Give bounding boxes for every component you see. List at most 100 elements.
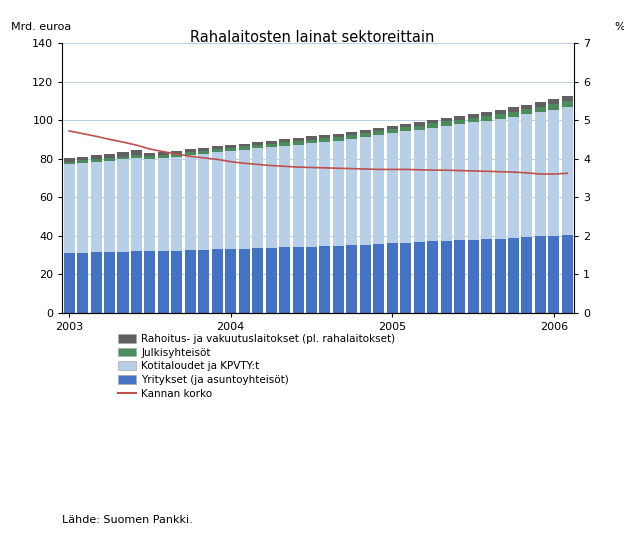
Bar bbox=[225, 145, 236, 148]
Text: Lähde: Suomen Pankki.: Lähde: Suomen Pankki. bbox=[62, 515, 193, 525]
Bar bbox=[387, 126, 398, 129]
Bar bbox=[238, 150, 250, 248]
Kannan korko bbox=[362, 166, 369, 172]
Bar bbox=[306, 140, 317, 143]
Bar bbox=[185, 250, 196, 313]
Bar bbox=[158, 155, 169, 158]
Bar bbox=[225, 148, 236, 151]
Bar bbox=[64, 162, 75, 164]
Text: Rahalaitosten lainat sektoreittain: Rahalaitosten lainat sektoreittain bbox=[190, 30, 434, 45]
Kannan korko bbox=[402, 166, 409, 172]
Kannan korko bbox=[496, 169, 504, 175]
Bar bbox=[279, 142, 290, 146]
Bar bbox=[400, 123, 411, 127]
Bar bbox=[293, 138, 303, 141]
Bar bbox=[562, 235, 573, 313]
Bar bbox=[131, 158, 142, 251]
Bar bbox=[494, 110, 505, 114]
Bar bbox=[158, 151, 169, 155]
Kannan korko bbox=[187, 153, 194, 160]
Legend: Rahoitus- ja vakuutuslaitokset (pl. rahalaitokset), Julkisyhteisöt, Kotitaloudet: Rahoitus- ja vakuutuslaitokset (pl. raha… bbox=[117, 334, 396, 398]
Bar bbox=[117, 156, 129, 160]
Kannan korko bbox=[79, 130, 86, 137]
Kannan korko bbox=[334, 165, 342, 171]
Bar bbox=[266, 144, 276, 147]
Bar bbox=[441, 118, 452, 121]
Bar bbox=[522, 114, 532, 237]
Bar bbox=[198, 250, 209, 313]
Bar bbox=[562, 107, 573, 235]
Bar bbox=[387, 243, 398, 313]
Bar bbox=[508, 107, 519, 112]
Bar bbox=[467, 114, 479, 118]
Kannan korko bbox=[510, 169, 517, 175]
Bar bbox=[508, 116, 519, 238]
Bar bbox=[467, 240, 479, 313]
Bar bbox=[346, 132, 358, 135]
Bar bbox=[319, 138, 331, 142]
Bar bbox=[104, 158, 115, 161]
Kannan korko bbox=[146, 146, 154, 152]
Bar bbox=[306, 247, 317, 313]
Bar bbox=[198, 154, 209, 250]
Text: %: % bbox=[615, 22, 624, 32]
Bar bbox=[562, 96, 573, 101]
Bar bbox=[467, 118, 479, 122]
Kannan korko bbox=[227, 158, 235, 165]
Bar bbox=[494, 119, 505, 239]
Bar bbox=[90, 162, 102, 252]
Kannan korko bbox=[550, 171, 558, 177]
Kannan korko bbox=[295, 164, 302, 170]
Bar bbox=[172, 157, 182, 251]
Bar bbox=[64, 253, 75, 313]
Kannan korko bbox=[106, 136, 114, 143]
Kannan korko bbox=[254, 161, 261, 168]
Bar bbox=[104, 252, 115, 313]
Bar bbox=[212, 149, 223, 153]
Bar bbox=[252, 145, 263, 148]
Bar bbox=[266, 141, 276, 144]
Kannan korko bbox=[267, 162, 275, 169]
Bar bbox=[319, 135, 331, 138]
Bar bbox=[144, 156, 155, 159]
Bar bbox=[266, 248, 276, 313]
Bar bbox=[293, 141, 303, 144]
Bar bbox=[144, 251, 155, 313]
Bar bbox=[414, 126, 425, 130]
Line: Kannan korko: Kannan korko bbox=[69, 131, 567, 174]
Bar bbox=[144, 159, 155, 251]
Bar bbox=[481, 112, 492, 116]
Bar bbox=[293, 247, 303, 313]
Kannan korko bbox=[348, 165, 356, 172]
Bar bbox=[481, 239, 492, 313]
Bar bbox=[212, 249, 223, 313]
Bar bbox=[548, 109, 559, 236]
Bar bbox=[548, 99, 559, 104]
Bar bbox=[198, 150, 209, 154]
Bar bbox=[387, 129, 398, 133]
Kannan korko bbox=[321, 164, 329, 171]
Bar bbox=[427, 120, 438, 123]
Bar bbox=[77, 253, 88, 313]
Bar bbox=[266, 147, 276, 248]
Bar bbox=[306, 143, 317, 247]
Bar bbox=[117, 153, 129, 156]
Kannan korko bbox=[375, 166, 383, 172]
Kannan korko bbox=[281, 163, 288, 170]
Bar bbox=[427, 123, 438, 128]
Bar bbox=[77, 160, 88, 163]
Bar bbox=[293, 144, 303, 247]
Kannan korko bbox=[173, 151, 180, 157]
Bar bbox=[414, 242, 425, 313]
Kannan korko bbox=[456, 167, 464, 174]
Bar bbox=[131, 251, 142, 313]
Bar bbox=[535, 237, 546, 313]
Kannan korko bbox=[308, 164, 315, 171]
Bar bbox=[508, 238, 519, 313]
Bar bbox=[387, 133, 398, 243]
Kannan korko bbox=[240, 160, 248, 167]
Text: Mrd. euroa: Mrd. euroa bbox=[11, 22, 72, 32]
Kannan korko bbox=[389, 166, 396, 172]
Bar bbox=[225, 151, 236, 248]
Bar bbox=[360, 130, 371, 133]
